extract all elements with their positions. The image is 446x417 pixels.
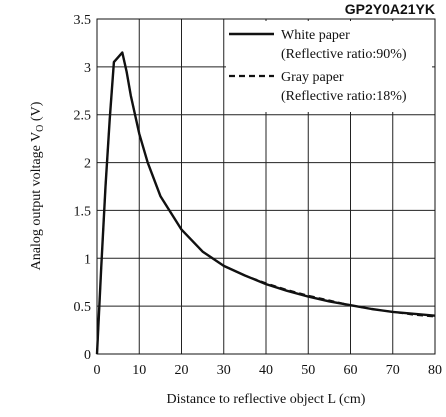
x-axis-ticks: 0 10 20 30 40 50 60 70 80	[94, 363, 443, 378]
x-tick-label: 70	[386, 363, 400, 378]
y-tick-label: 2.5	[74, 109, 92, 124]
y-tick-label: 1.5	[74, 204, 92, 219]
x-tick-label: 0	[94, 363, 101, 378]
y-axis-ticks: 0 0.5 1 1.5 2 2.5 3 3.5	[74, 13, 92, 363]
x-axis-label: Distance to reflective object L (cm)	[167, 392, 366, 407]
x-tick-label: 60	[344, 363, 358, 378]
plot-frame	[96, 18, 436, 355]
y-axis-label: Analog output voltage VO (V)	[29, 101, 46, 270]
x-tick-label: 20	[175, 363, 189, 378]
x-tick-label: 50	[301, 363, 315, 378]
x-tick-label: 40	[259, 363, 273, 378]
legend-box	[226, 21, 432, 112]
legend: White paper (Reflective ratio:90%) Gray …	[226, 21, 432, 112]
y-axis-label-unit: (V)	[29, 101, 44, 124]
y-tick-label: 1	[84, 252, 91, 267]
legend-label-gray-paper: Gray paper	[281, 70, 344, 85]
legend-label-white-paper: White paper	[281, 28, 350, 43]
x-tick-label: 80	[428, 363, 442, 378]
y-axis-label-subscript: O	[35, 125, 46, 132]
y-tick-label: 3.5	[74, 13, 92, 28]
legend-note-gray-paper: (Reflective ratio:18%)	[281, 89, 407, 104]
x-tick-label: 10	[132, 363, 146, 378]
x-tick-label: 30	[217, 363, 231, 378]
y-tick-label: 0.5	[74, 300, 92, 315]
legend-note-white-paper: (Reflective ratio:90%)	[281, 47, 407, 62]
y-tick-label: 2	[84, 157, 91, 172]
y-tick-label: 0	[84, 348, 91, 363]
chart-title: GP2Y0A21YK	[345, 1, 435, 17]
y-axis-label-main: Analog output voltage V	[29, 132, 44, 271]
series-lines	[95, 51, 436, 355]
y-tick-label: 3	[84, 61, 91, 76]
series-line-gray-paper	[96, 51, 436, 355]
